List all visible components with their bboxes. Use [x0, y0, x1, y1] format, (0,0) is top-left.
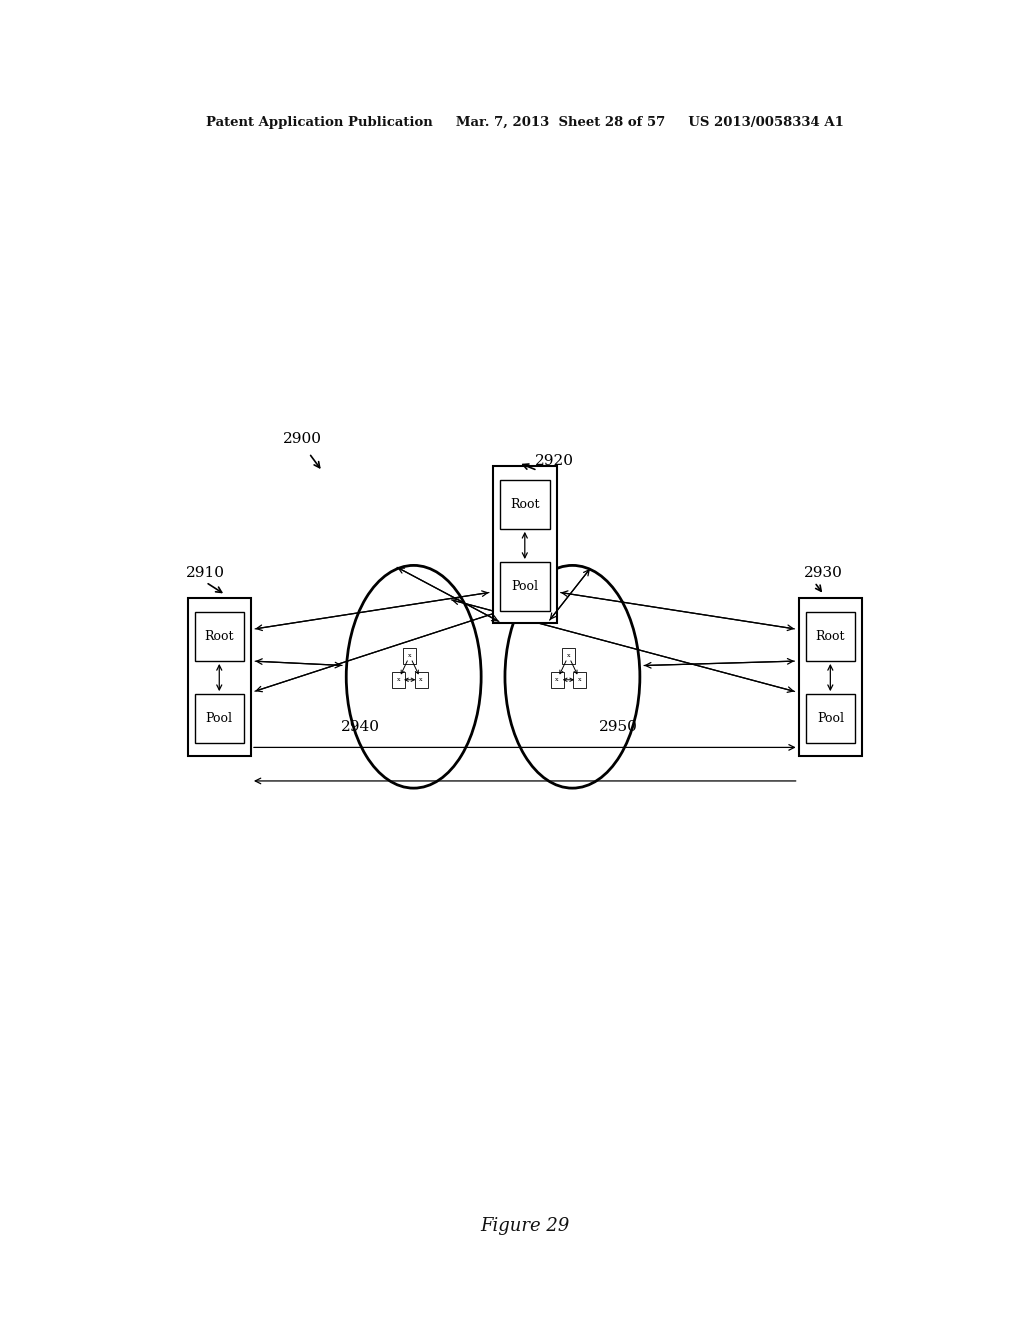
Text: Pool: Pool — [817, 711, 844, 725]
Bar — [500, 480, 550, 529]
Bar — [573, 672, 587, 688]
Bar — [195, 694, 244, 743]
Text: x: x — [408, 653, 412, 659]
Text: 2950: 2950 — [599, 719, 638, 734]
Ellipse shape — [505, 565, 640, 788]
Bar — [187, 598, 251, 755]
Text: 2930: 2930 — [804, 566, 843, 581]
Text: x: x — [566, 653, 570, 659]
Text: Patent Application Publication     Mar. 7, 2013  Sheet 28 of 57     US 2013/0058: Patent Application Publication Mar. 7, 2… — [206, 116, 844, 129]
Text: x: x — [578, 677, 582, 682]
Bar — [494, 466, 557, 623]
Bar — [806, 694, 855, 743]
Text: Figure 29: Figure 29 — [480, 1217, 569, 1234]
Bar — [403, 648, 417, 664]
Bar — [392, 672, 404, 688]
Text: Pool: Pool — [206, 711, 232, 725]
Bar — [562, 648, 575, 664]
Bar — [195, 612, 244, 661]
Text: Root: Root — [510, 498, 540, 511]
Bar — [799, 598, 862, 755]
Text: Root: Root — [815, 630, 845, 643]
Text: Root: Root — [205, 630, 234, 643]
Text: 2920: 2920 — [536, 454, 574, 469]
Text: x: x — [396, 677, 400, 682]
Text: Pool: Pool — [511, 579, 539, 593]
Text: 2910: 2910 — [186, 566, 225, 581]
Bar — [551, 672, 563, 688]
Text: x: x — [419, 677, 423, 682]
Text: 2940: 2940 — [341, 719, 380, 734]
Text: 2900: 2900 — [283, 432, 322, 446]
Ellipse shape — [346, 565, 481, 788]
Bar — [806, 612, 855, 661]
Bar — [500, 562, 550, 611]
Text: x: x — [555, 677, 559, 682]
Bar — [415, 672, 428, 688]
